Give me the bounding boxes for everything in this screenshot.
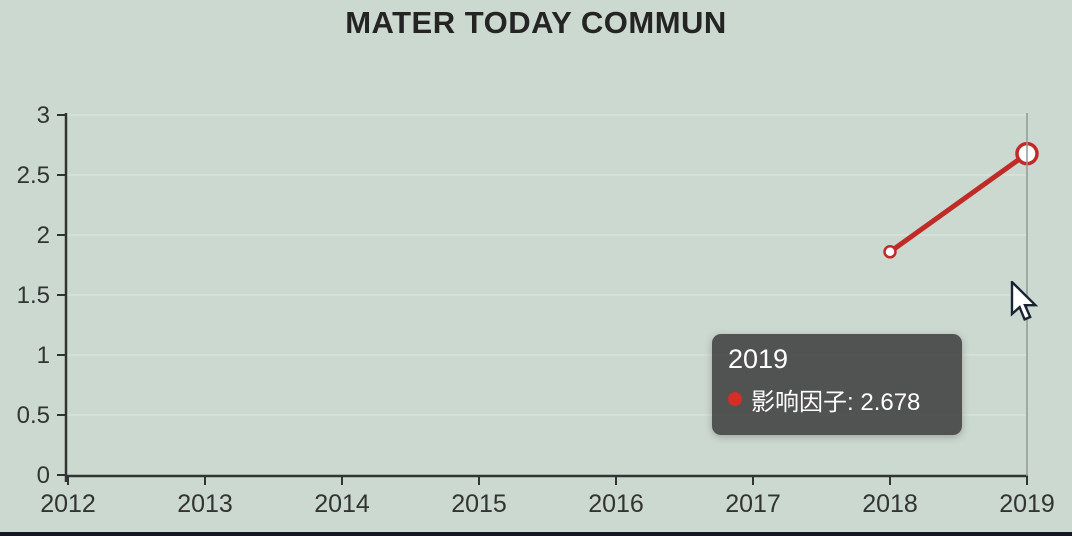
- y-tick-label: 1.5: [17, 282, 50, 309]
- x-tick-label: 2016: [588, 490, 644, 518]
- tooltip-series-row: 影响因子: 2.678: [728, 382, 948, 417]
- data-point-2018[interactable]: [883, 245, 897, 259]
- x-tick-label: 2012: [40, 490, 96, 518]
- tooltip-series-label: 影响因子:: [751, 388, 854, 416]
- y-tick-label: 3: [37, 102, 50, 129]
- bottom-edge-strip: [0, 532, 1072, 536]
- mouse-cursor-icon: [1010, 281, 1039, 321]
- tooltip-series-marker-icon: [728, 392, 742, 407]
- series-line: [887, 151, 1030, 255]
- y-tick-label: 1: [37, 342, 50, 369]
- x-tick-label: 2017: [725, 490, 781, 518]
- y-tick-label: 0.5: [17, 402, 50, 429]
- chart-title: MATER TODAY COMMUN: [345, 5, 727, 40]
- tooltip-year: 2019: [728, 344, 789, 374]
- x-tick-label: 2018: [862, 490, 918, 518]
- y-tick-label: 2.5: [17, 162, 50, 189]
- x-tick-label: 2015: [451, 490, 507, 518]
- tooltip-value: 2.678: [860, 388, 921, 416]
- x-tick-label: 2014: [314, 490, 370, 518]
- y-tick-label: 2: [37, 222, 50, 249]
- hover-tooltip: 2019 影响因子: 2.678: [712, 334, 962, 435]
- tooltip-series-text: 影响因子: 2.678: [751, 382, 920, 417]
- y-tick-label: 0: [37, 462, 50, 489]
- x-tick-label: 2013: [177, 490, 233, 518]
- x-tick-label: 2019: [999, 490, 1055, 518]
